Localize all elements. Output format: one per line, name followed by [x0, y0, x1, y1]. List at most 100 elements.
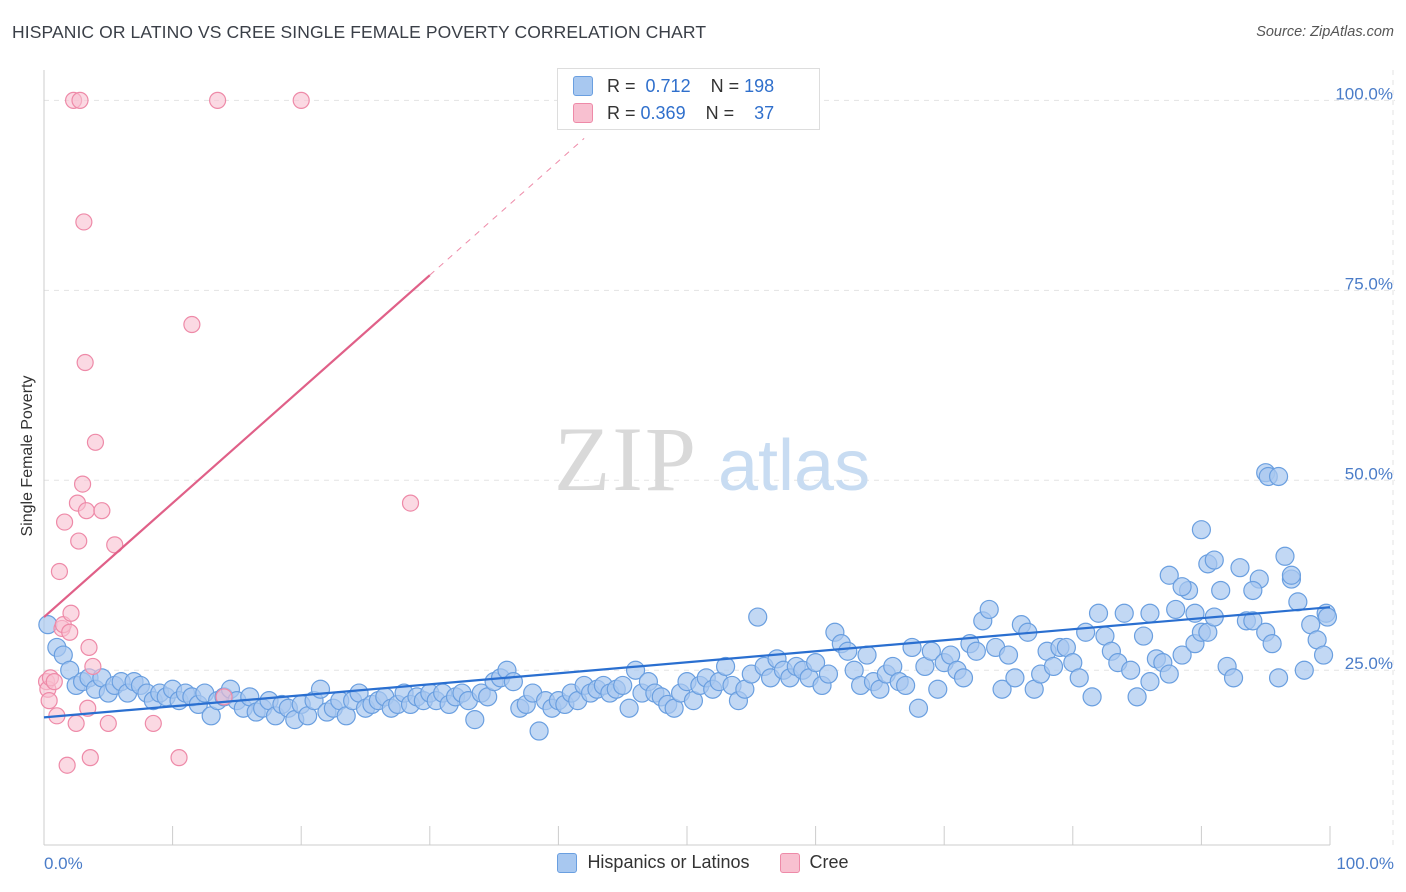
data-point-hispanics [748, 607, 768, 627]
data-point-cree [84, 657, 102, 676]
data-point-hispanics [857, 645, 877, 665]
data-point-hispanics [1088, 603, 1109, 623]
y-tick-label: 75.0% [1345, 274, 1393, 293]
data-point-cree [106, 536, 124, 554]
data-point-hispanics [928, 679, 948, 699]
data-point-cree [70, 532, 88, 550]
data-point-hispanics [619, 698, 639, 718]
stats-r-value: 0.369 [640, 102, 686, 123]
legend-swatch-pink [779, 852, 800, 873]
data-point-hispanics [613, 675, 633, 696]
series-cree-points [37, 91, 420, 774]
y-tick-label: 100.0% [1335, 84, 1393, 103]
data-point-hispanics [818, 664, 839, 684]
stats-r-label: R = [607, 102, 636, 123]
data-point-hispanics [1230, 558, 1250, 578]
pink-swatch [573, 103, 593, 123]
stats-row-cree: R = 0.369 N = 37 [573, 101, 774, 125]
data-point-cree [75, 213, 93, 231]
data-point-hispanics [1281, 565, 1302, 585]
data-point-cree [77, 502, 96, 520]
data-point-hispanics [1223, 668, 1244, 688]
data-point-hispanics [1317, 607, 1338, 627]
legend-label-cree: Cree [809, 852, 849, 872]
data-point-hispanics [1159, 664, 1179, 684]
axes [43, 70, 1331, 846]
stats-row-hispanics: R = 0.712 N = 198 [573, 74, 774, 98]
data-point-hispanics [310, 679, 331, 699]
legend-swatch-blue [557, 852, 578, 873]
trend-line-hispanics [43, 606, 1331, 719]
data-point-cree [50, 562, 69, 581]
data-point-cree [292, 91, 310, 109]
data-point-cree [183, 315, 201, 334]
stats-r-label: R = [607, 75, 636, 96]
data-point-cree [58, 756, 76, 774]
data-point-cree [209, 91, 227, 109]
data-point-hispanics [979, 599, 999, 620]
data-point-hispanics [1288, 592, 1308, 612]
y-axis-label: Single Female Poverty [19, 375, 36, 537]
data-point-cree [144, 714, 162, 733]
watermark-atlas: atlas [718, 426, 870, 506]
data-point-hispanics [715, 656, 736, 677]
data-point-hispanics [1159, 565, 1179, 585]
data-point-hispanics [503, 672, 523, 692]
data-point-hispanics [1268, 668, 1289, 688]
data-point-hispanics [1121, 660, 1141, 680]
watermark: ZIP atlas [554, 408, 870, 510]
trend-line-cree [43, 274, 431, 618]
data-point-cree [73, 475, 92, 493]
data-point-cree [170, 749, 188, 767]
data-point-cree [71, 91, 89, 109]
trend-line-cree-extension [429, 138, 585, 276]
data-point-hispanics [1204, 550, 1224, 570]
data-point-hispanics [1082, 687, 1102, 707]
stats-n-label: N = [710, 75, 740, 96]
data-point-hispanics [1114, 603, 1134, 623]
data-point-cree [86, 433, 105, 451]
data-point-hispanics [1172, 577, 1192, 597]
data-point-hispanics [1069, 668, 1089, 688]
data-point-cree [67, 714, 85, 733]
chart-title: HISPANIC OR LATINO VS CREE SINGLE FEMALE… [12, 22, 707, 42]
data-point-hispanics [1268, 466, 1289, 487]
data-point-hispanics [465, 710, 485, 730]
data-point-cree [61, 623, 79, 641]
data-point-cree [80, 638, 98, 657]
data-point-hispanics [1262, 634, 1282, 654]
data-point-hispanics [838, 641, 858, 661]
bottom-legend: Hispanics or Latinos Cree [0, 852, 1406, 873]
data-point-cree [81, 749, 99, 767]
data-point-hispanics [1127, 687, 1147, 707]
chart-source: Source: ZipAtlas.com [1256, 24, 1394, 40]
data-point-hispanics [953, 668, 974, 688]
data-point-cree [40, 692, 58, 710]
data-point-hispanics [908, 698, 929, 718]
x-tick-min: 0.0% [44, 854, 83, 873]
trend-lines [43, 138, 1331, 719]
data-point-hispanics [1133, 626, 1154, 646]
legend-item-hispanics: Hispanics or Latinos [557, 852, 750, 873]
data-point-hispanics [1211, 580, 1231, 601]
data-point-cree [93, 502, 111, 520]
legend-label-hispanics: Hispanics or Latinos [587, 852, 750, 872]
data-point-hispanics [1275, 546, 1295, 566]
data-point-hispanics [529, 721, 549, 741]
data-point-hispanics [805, 653, 826, 673]
data-point-hispanics [966, 641, 986, 661]
data-point-hispanics [1140, 603, 1160, 623]
x-tick-max: 100.0% [1336, 854, 1394, 873]
y-tick-label: 50.0% [1345, 464, 1393, 483]
data-point-hispanics [1140, 672, 1160, 692]
data-point-hispanics [902, 637, 922, 658]
stats-legend: R = 0.712 N = 198 R = 0.369 N = 37 [557, 68, 820, 130]
stats-n-value: 198 [744, 75, 775, 96]
data-point-cree [55, 513, 74, 531]
series-hispanics-points [38, 463, 1338, 741]
data-point-cree [99, 714, 117, 733]
data-point-hispanics [1043, 656, 1064, 677]
data-point-hispanics [1005, 668, 1025, 688]
data-point-hispanics [992, 679, 1012, 699]
